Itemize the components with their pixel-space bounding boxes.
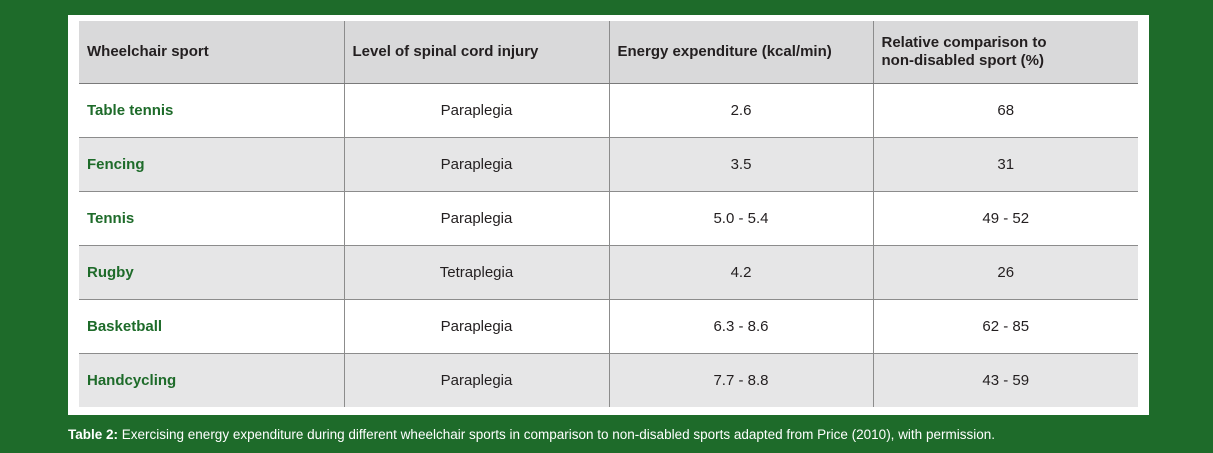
sport-cell: Fencing	[79, 137, 345, 192]
injury-cell: Paraplegia	[344, 299, 610, 354]
sport-cell: Basketball	[79, 299, 345, 354]
energy-cell: 3.5	[609, 137, 874, 192]
header-injury-level: Level of spinal cord injury	[344, 21, 610, 84]
sport-cell: Tennis	[79, 191, 345, 246]
caption-label: Table 2:	[68, 427, 119, 442]
relative-cell: 49 - 52	[873, 191, 1138, 246]
table-panel: Wheelchair sport Level of spinal cord in…	[68, 15, 1149, 415]
relative-cell: 31	[873, 137, 1138, 192]
relative-cell: 26	[873, 245, 1138, 300]
injury-cell: Paraplegia	[344, 137, 610, 192]
energy-cell: 7.7 - 8.8	[609, 353, 874, 407]
sport-cell: Handcycling	[79, 353, 345, 407]
table-row: Tennis Paraplegia 5.0 - 5.4 49 - 52	[79, 191, 1138, 246]
table-row: Basketball Paraplegia 6.3 - 8.6 62 - 85	[79, 299, 1138, 354]
sport-cell: Rugby	[79, 245, 345, 300]
relative-cell: 68	[873, 83, 1138, 138]
energy-cell: 4.2	[609, 245, 874, 300]
caption-text: Exercising energy expenditure during dif…	[118, 427, 995, 442]
table-row: Fencing Paraplegia 3.5 31	[79, 137, 1138, 192]
energy-cell: 5.0 - 5.4	[609, 191, 874, 246]
table-row: Table tennis Paraplegia 2.6 68	[79, 83, 1138, 138]
injury-cell: Tetraplegia	[344, 245, 610, 300]
energy-cell: 6.3 - 8.6	[609, 299, 874, 354]
sport-cell: Table tennis	[79, 83, 345, 138]
injury-cell: Paraplegia	[344, 191, 610, 246]
header-wheelchair-sport: Wheelchair sport	[79, 21, 345, 84]
header-relative-comparison: Relative comparison to non-disabled spor…	[873, 21, 1138, 84]
relative-cell: 62 - 85	[873, 299, 1138, 354]
table-row: Handcycling Paraplegia 7.7 - 8.8 43 - 59	[79, 353, 1138, 407]
relative-cell: 43 - 59	[873, 353, 1138, 407]
injury-cell: Paraplegia	[344, 353, 610, 407]
energy-cell: 2.6	[609, 83, 874, 138]
injury-cell: Paraplegia	[344, 83, 610, 138]
table-caption: Table 2: Exercising energy expenditure d…	[68, 427, 995, 442]
table-header-row: Wheelchair sport Level of spinal cord in…	[79, 21, 1138, 84]
table-row: Rugby Tetraplegia 4.2 26	[79, 245, 1138, 300]
header-energy-expenditure: Energy expenditure (kcal/min)	[609, 21, 874, 84]
energy-expenditure-table: Wheelchair sport Level of spinal cord in…	[79, 21, 1138, 407]
